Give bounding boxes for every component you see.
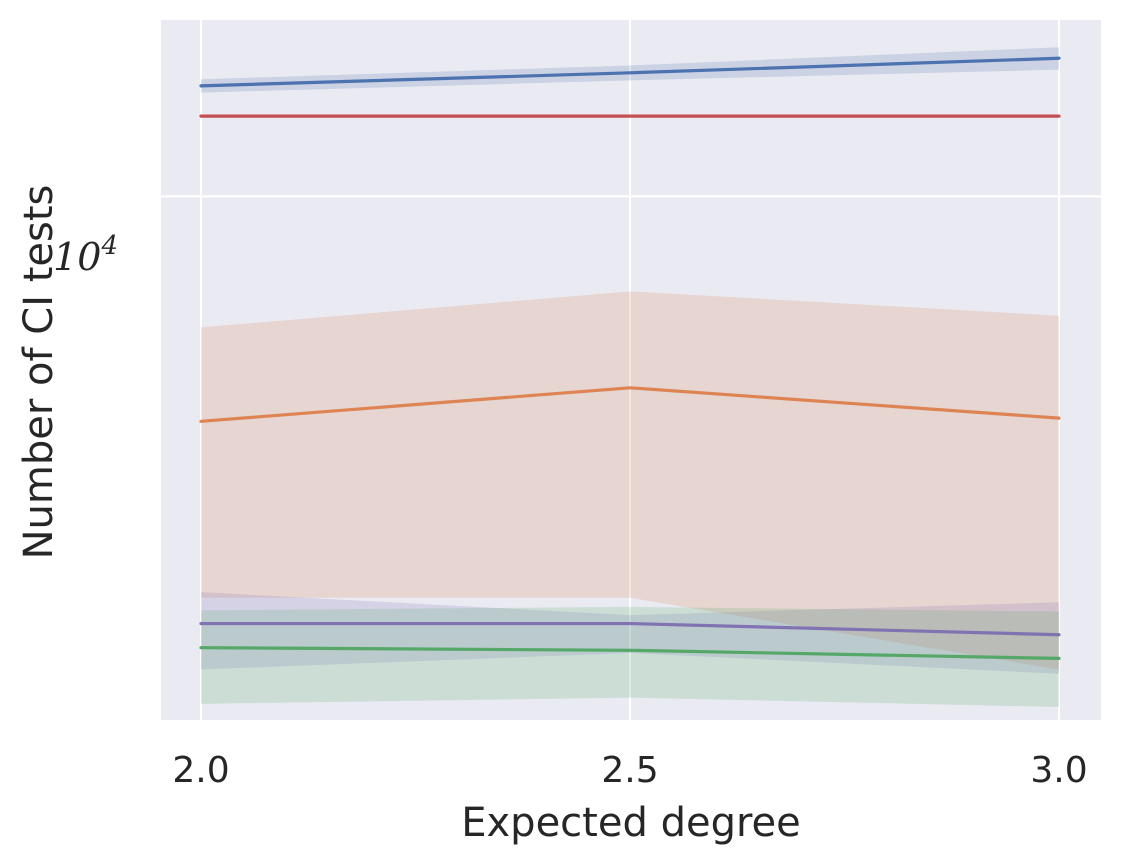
series-line xyxy=(199,386,1061,423)
x-axis-title: Expected degree xyxy=(461,800,801,846)
series-lines xyxy=(199,56,1061,660)
series-line xyxy=(199,621,1061,637)
x-tick-labels: 2.0 2.5 3.0 xyxy=(172,750,1087,791)
series-line xyxy=(199,646,1061,660)
series-band xyxy=(201,291,1059,670)
series-band xyxy=(201,47,1059,93)
x-tick-label: 3.0 xyxy=(1030,750,1087,791)
x-tick-label: 2.0 xyxy=(172,750,229,791)
gridlines xyxy=(161,20,1101,720)
series-band xyxy=(201,606,1059,707)
series-line xyxy=(199,56,1061,88)
y-tick-label: 104 xyxy=(53,231,118,279)
x-tick-label: 2.5 xyxy=(601,750,658,791)
y-axis-title: Number of CI tests xyxy=(16,185,62,560)
